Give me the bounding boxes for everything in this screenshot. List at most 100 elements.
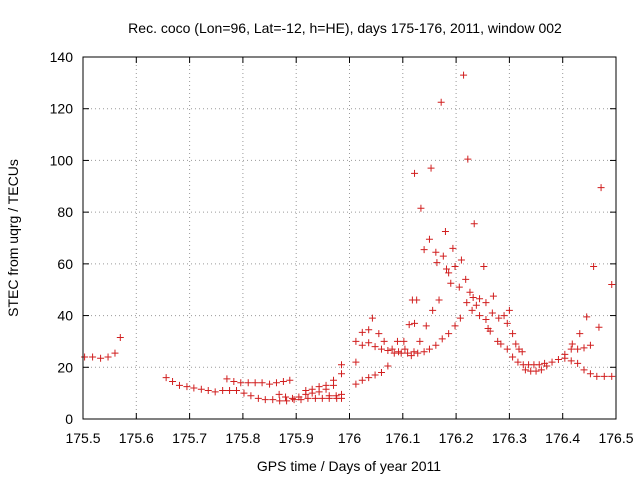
data-point xyxy=(532,367,540,375)
data-point xyxy=(567,357,575,365)
x-tick-label: 175.8 xyxy=(225,430,260,446)
data-point xyxy=(495,314,503,322)
data-point xyxy=(489,292,497,300)
data-point xyxy=(590,262,598,270)
data-point xyxy=(500,312,508,320)
data-point xyxy=(162,374,170,382)
data-point xyxy=(548,358,556,366)
data-points xyxy=(81,71,616,405)
data-point xyxy=(488,309,496,317)
data-point xyxy=(427,164,435,172)
data-point xyxy=(247,392,255,400)
data-point xyxy=(251,379,259,387)
data-point xyxy=(269,396,277,404)
data-point xyxy=(244,379,252,387)
data-point xyxy=(586,370,594,378)
y-tick-label: 0 xyxy=(65,411,73,427)
data-point xyxy=(576,330,584,338)
y-tick-label: 80 xyxy=(57,204,73,220)
data-point xyxy=(395,348,403,356)
data-point xyxy=(204,387,212,395)
data-point xyxy=(468,306,476,314)
data-point xyxy=(425,235,433,243)
data-point xyxy=(352,358,360,366)
y-tick-label: 60 xyxy=(57,256,73,272)
data-point xyxy=(554,356,562,364)
data-point xyxy=(197,385,205,393)
data-point xyxy=(183,383,191,391)
data-point xyxy=(568,340,576,348)
data-point xyxy=(600,372,608,380)
data-point xyxy=(445,269,453,277)
data-point xyxy=(304,394,312,402)
data-point xyxy=(417,204,425,212)
data-point xyxy=(593,372,601,380)
data-point xyxy=(308,385,316,393)
data-point xyxy=(302,387,310,395)
data-point xyxy=(393,337,401,345)
data-point xyxy=(384,346,392,354)
data-point xyxy=(457,256,465,264)
data-point xyxy=(89,353,97,361)
data-point xyxy=(233,387,241,395)
data-point xyxy=(451,262,459,270)
data-point xyxy=(371,371,379,379)
y-axis-title: STEC from uqrg / TECUs xyxy=(5,159,21,317)
data-point xyxy=(219,387,227,395)
data-point xyxy=(416,337,424,345)
y-tick-label: 40 xyxy=(57,308,73,324)
data-point xyxy=(411,169,419,177)
x-tick-label: 175.6 xyxy=(119,430,154,446)
data-point xyxy=(365,339,373,347)
data-point xyxy=(597,184,605,192)
data-point xyxy=(574,345,582,353)
data-point xyxy=(404,349,412,357)
data-point xyxy=(352,337,360,345)
data-point xyxy=(482,315,490,323)
data-point xyxy=(435,296,443,304)
x-tick-label: 176.1 xyxy=(385,430,420,446)
data-point xyxy=(455,283,463,291)
data-point xyxy=(405,321,413,329)
data-point xyxy=(512,340,520,348)
data-point xyxy=(390,349,398,357)
data-point xyxy=(275,390,283,398)
data-point xyxy=(365,374,373,382)
data-point xyxy=(413,296,421,304)
data-point xyxy=(407,352,415,360)
data-point xyxy=(295,393,303,401)
data-point xyxy=(463,299,471,307)
data-point xyxy=(211,388,219,396)
data-point xyxy=(226,387,234,395)
data-point xyxy=(175,381,183,389)
data-point xyxy=(104,353,112,361)
data-point xyxy=(377,345,385,353)
data-point xyxy=(438,335,446,343)
data-point xyxy=(574,359,582,367)
data-point xyxy=(422,322,430,330)
x-tick-label: 176.2 xyxy=(439,430,474,446)
data-point xyxy=(401,345,409,353)
data-point xyxy=(420,246,428,254)
data-point xyxy=(595,323,603,331)
data-point xyxy=(480,262,488,270)
data-point xyxy=(330,376,338,384)
data-point xyxy=(254,394,262,402)
x-tick-label: 176.4 xyxy=(545,430,580,446)
y-tick-label: 120 xyxy=(50,101,74,117)
data-point xyxy=(586,341,594,349)
data-point xyxy=(561,350,569,358)
x-tick-label: 176.3 xyxy=(492,430,527,446)
data-point xyxy=(505,306,513,314)
data-point xyxy=(460,71,468,79)
x-axis-title: GPS time / Days of year 2011 xyxy=(257,458,441,474)
data-point xyxy=(608,372,616,380)
data-point xyxy=(429,306,437,314)
x-axis: 175.5 175.6 175.7 175.8 175.9 176 176.1 176.2 17… xyxy=(65,57,634,446)
data-point xyxy=(464,155,472,163)
data-point xyxy=(433,259,441,267)
data-point xyxy=(456,314,464,322)
data-point xyxy=(365,326,373,334)
data-point xyxy=(535,361,543,369)
